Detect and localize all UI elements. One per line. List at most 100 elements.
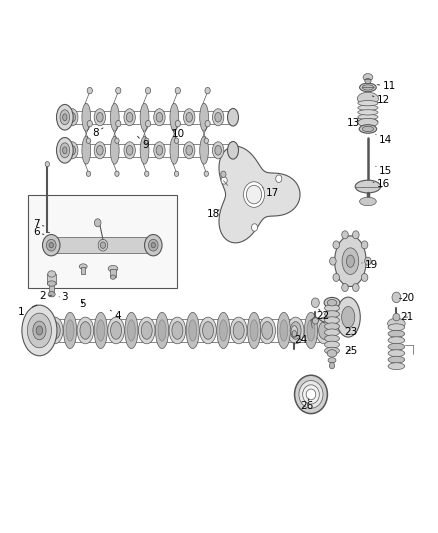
Ellipse shape bbox=[358, 119, 378, 124]
Ellipse shape bbox=[325, 341, 339, 348]
Ellipse shape bbox=[200, 103, 208, 131]
Ellipse shape bbox=[325, 311, 339, 318]
Bar bbox=[110, 269, 116, 277]
Ellipse shape bbox=[342, 248, 359, 274]
Ellipse shape bbox=[277, 312, 290, 349]
Ellipse shape bbox=[87, 87, 92, 94]
Ellipse shape bbox=[145, 235, 162, 256]
Ellipse shape bbox=[82, 136, 91, 164]
Text: 24: 24 bbox=[295, 335, 308, 345]
Ellipse shape bbox=[200, 317, 216, 344]
Text: 5: 5 bbox=[79, 299, 86, 309]
Ellipse shape bbox=[363, 74, 373, 81]
Ellipse shape bbox=[63, 147, 67, 154]
Ellipse shape bbox=[358, 110, 378, 115]
Ellipse shape bbox=[204, 138, 208, 143]
Ellipse shape bbox=[221, 177, 227, 184]
Ellipse shape bbox=[325, 348, 339, 354]
Ellipse shape bbox=[158, 320, 166, 341]
Text: 3: 3 bbox=[59, 292, 68, 302]
Ellipse shape bbox=[358, 114, 378, 119]
Ellipse shape bbox=[246, 185, 261, 204]
Bar bbox=[81, 266, 85, 274]
Ellipse shape bbox=[67, 109, 78, 126]
Ellipse shape bbox=[127, 320, 135, 341]
Ellipse shape bbox=[60, 143, 70, 158]
Ellipse shape bbox=[108, 265, 118, 272]
Text: 15: 15 bbox=[376, 166, 392, 175]
Ellipse shape bbox=[145, 138, 149, 143]
Ellipse shape bbox=[392, 292, 401, 303]
Ellipse shape bbox=[126, 146, 133, 155]
Ellipse shape bbox=[360, 83, 376, 92]
Ellipse shape bbox=[69, 112, 76, 122]
Ellipse shape bbox=[329, 362, 335, 369]
Ellipse shape bbox=[306, 389, 316, 400]
Ellipse shape bbox=[292, 330, 297, 337]
Ellipse shape bbox=[205, 87, 210, 94]
Ellipse shape bbox=[186, 112, 193, 122]
Ellipse shape bbox=[333, 273, 339, 281]
Ellipse shape bbox=[86, 138, 91, 143]
Ellipse shape bbox=[335, 236, 366, 287]
Ellipse shape bbox=[359, 125, 377, 133]
Text: 11: 11 bbox=[377, 82, 396, 91]
Ellipse shape bbox=[154, 109, 165, 126]
Ellipse shape bbox=[116, 87, 121, 94]
Ellipse shape bbox=[45, 161, 49, 167]
Bar bbox=[50, 237, 153, 253]
Ellipse shape bbox=[280, 320, 288, 341]
Ellipse shape bbox=[361, 273, 368, 281]
Ellipse shape bbox=[115, 138, 119, 143]
Ellipse shape bbox=[316, 317, 332, 344]
Ellipse shape bbox=[202, 322, 213, 340]
Ellipse shape bbox=[336, 297, 360, 337]
Text: 12: 12 bbox=[372, 95, 390, 105]
Ellipse shape bbox=[276, 175, 282, 182]
Ellipse shape bbox=[364, 257, 371, 265]
Text: 8: 8 bbox=[92, 128, 103, 138]
Ellipse shape bbox=[388, 350, 405, 357]
Ellipse shape bbox=[125, 312, 138, 349]
Ellipse shape bbox=[69, 146, 76, 155]
Text: 22: 22 bbox=[317, 309, 330, 320]
Text: 19: 19 bbox=[362, 261, 378, 270]
Ellipse shape bbox=[145, 120, 151, 127]
Ellipse shape bbox=[358, 105, 378, 110]
Ellipse shape bbox=[358, 96, 378, 101]
Ellipse shape bbox=[124, 109, 135, 126]
Ellipse shape bbox=[94, 142, 106, 159]
Ellipse shape bbox=[154, 142, 165, 159]
Ellipse shape bbox=[140, 136, 149, 164]
Bar bbox=[49, 284, 54, 293]
Ellipse shape bbox=[170, 103, 179, 131]
Ellipse shape bbox=[189, 320, 197, 341]
Ellipse shape bbox=[388, 330, 405, 337]
Ellipse shape bbox=[96, 112, 103, 122]
Text: 4: 4 bbox=[110, 310, 121, 320]
Ellipse shape bbox=[304, 312, 318, 349]
Ellipse shape bbox=[47, 281, 56, 286]
Ellipse shape bbox=[212, 109, 224, 126]
Ellipse shape bbox=[228, 142, 238, 159]
Text: 26: 26 bbox=[300, 399, 313, 411]
Bar bbox=[28, 195, 177, 288]
Ellipse shape bbox=[27, 313, 52, 348]
Ellipse shape bbox=[358, 118, 378, 127]
Ellipse shape bbox=[110, 103, 119, 131]
Ellipse shape bbox=[48, 292, 55, 297]
Ellipse shape bbox=[388, 343, 405, 350]
Ellipse shape bbox=[247, 312, 261, 349]
Text: 18: 18 bbox=[207, 209, 220, 219]
Ellipse shape bbox=[82, 103, 91, 131]
Ellipse shape bbox=[325, 329, 339, 336]
Text: 13: 13 bbox=[347, 118, 360, 127]
Ellipse shape bbox=[287, 317, 304, 344]
Ellipse shape bbox=[228, 108, 238, 126]
Ellipse shape bbox=[110, 136, 119, 164]
Ellipse shape bbox=[140, 103, 149, 131]
Ellipse shape bbox=[311, 298, 319, 308]
Ellipse shape bbox=[97, 320, 105, 341]
Ellipse shape bbox=[110, 275, 116, 279]
Ellipse shape bbox=[33, 321, 46, 340]
